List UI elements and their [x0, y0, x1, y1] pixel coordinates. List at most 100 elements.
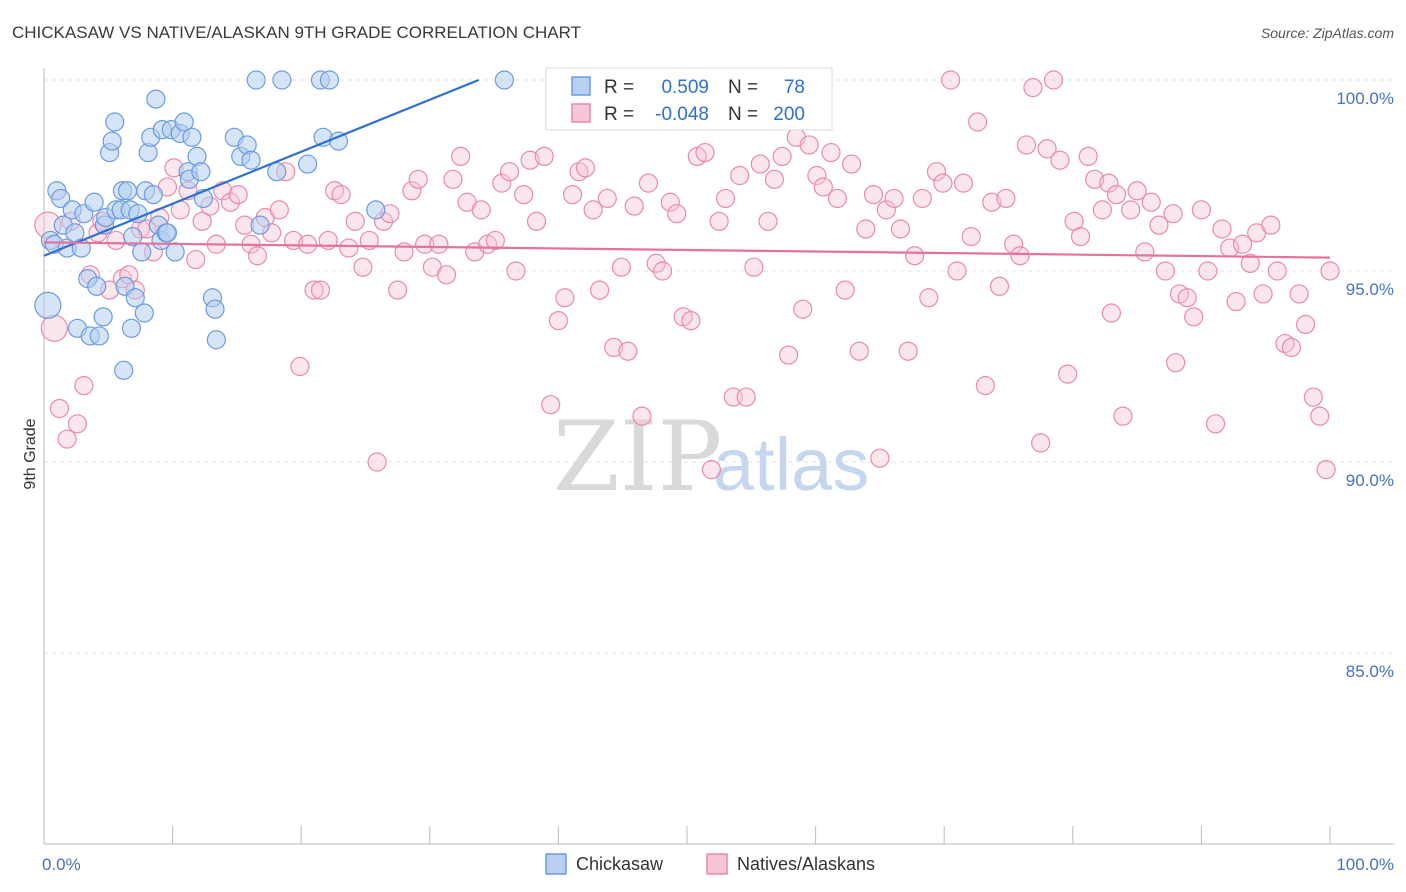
- natives-point: [890, 219, 911, 239]
- natives-point: [67, 414, 88, 434]
- chickasaw-point: [143, 185, 163, 205]
- natives-point: [1240, 253, 1260, 273]
- natives-point: [408, 169, 428, 189]
- natives-point: [310, 280, 331, 300]
- natives-point: [799, 135, 819, 155]
- chickasaw-point: [117, 181, 138, 201]
- natives-point: [1099, 173, 1119, 193]
- chickasaw-point: [87, 276, 107, 296]
- chickasaw-point: [34, 291, 62, 319]
- chickasaw-point: [89, 326, 109, 346]
- natives-point: [74, 376, 94, 396]
- natives-point: [821, 142, 841, 163]
- natives-point: [1092, 200, 1112, 220]
- natives-point: [436, 265, 457, 285]
- chickasaw-point: [272, 70, 292, 90]
- natives-point: [415, 234, 435, 254]
- chickasaw-point: [157, 223, 178, 243]
- natives-point: [1141, 192, 1161, 212]
- natives-point: [933, 173, 953, 193]
- natives-point: [1198, 261, 1218, 281]
- natives-point: [772, 146, 792, 166]
- natives-point: [304, 280, 324, 300]
- natives-point: [451, 146, 471, 166]
- natives-point: [359, 230, 379, 251]
- y-axis-label: 9th Grade: [22, 418, 39, 489]
- natives-point: [1177, 288, 1197, 308]
- natives-point: [534, 146, 554, 166]
- chickasaw-point: [132, 242, 152, 262]
- legend-r-value-chickasaw: 0.509: [661, 77, 709, 98]
- natives-point: [339, 238, 359, 258]
- natives-point: [186, 249, 206, 270]
- natives-point: [827, 188, 848, 209]
- trend-lines: [43, 78, 1331, 259]
- natives-point: [1316, 460, 1336, 480]
- natives-point: [1295, 314, 1316, 335]
- natives-point: [526, 211, 547, 231]
- trend-line-natives: [43, 241, 1331, 259]
- natives-point: [701, 460, 722, 480]
- chickasaw-point: [121, 318, 142, 338]
- natives-point: [926, 162, 947, 182]
- chickasaw-point: [105, 112, 125, 132]
- natives-point: [1267, 261, 1287, 281]
- natives-point: [1149, 215, 1169, 235]
- natives-point: [947, 261, 967, 281]
- natives-point: [106, 230, 126, 251]
- chickasaw-point: [250, 215, 270, 235]
- natives-point: [331, 185, 351, 205]
- natives-point: [632, 406, 652, 426]
- natives-point: [492, 173, 512, 193]
- chickasaw-point: [51, 188, 71, 209]
- natives-point: [715, 188, 736, 209]
- natives-point: [744, 257, 764, 277]
- natives-point: [618, 341, 638, 361]
- y-tick-label: 90.0%: [1346, 471, 1394, 490]
- natives-point: [192, 211, 212, 231]
- natives-point: [919, 288, 939, 308]
- natives-point: [220, 192, 241, 212]
- chickasaw-point: [93, 307, 113, 327]
- natives-point: [1184, 307, 1204, 327]
- chickasaw-point: [84, 192, 104, 212]
- natives-point: [638, 173, 659, 193]
- natives-point: [646, 253, 666, 273]
- natives-point: [1121, 200, 1141, 220]
- natives-point: [1281, 337, 1302, 357]
- watermark-zip: ZIP: [553, 401, 722, 513]
- natives-point: [1127, 181, 1147, 201]
- natives-point: [1261, 215, 1281, 235]
- natives-point: [1106, 185, 1127, 205]
- natives-point: [982, 192, 1002, 212]
- natives-point: [961, 227, 981, 247]
- natives-point: [429, 234, 449, 254]
- natives-point: [813, 177, 833, 197]
- natives-point: [575, 158, 596, 178]
- natives-point: [624, 196, 644, 216]
- natives-point: [1232, 234, 1253, 254]
- natives-point: [247, 246, 268, 266]
- natives-point: [367, 452, 387, 472]
- natives-point: [49, 398, 70, 419]
- natives-point: [1320, 261, 1340, 281]
- natives-point: [589, 280, 610, 300]
- chickasaw-point: [146, 89, 166, 109]
- natives-point: [842, 154, 862, 174]
- chickasaw-point: [102, 131, 122, 151]
- natives-point: [1010, 246, 1030, 266]
- natives-point: [912, 188, 932, 209]
- chickasaw-point: [134, 303, 154, 323]
- chickasaw-point: [191, 162, 211, 182]
- x-tick-label-min: 0.0%: [42, 855, 81, 874]
- natives-point: [750, 154, 770, 174]
- chickasaw-point: [123, 227, 143, 247]
- natives-point: [388, 280, 408, 300]
- natives-point: [506, 261, 526, 281]
- natives-point: [807, 165, 827, 186]
- natives-point: [681, 311, 701, 331]
- series-legend-label-chickasaw: Chickasaw: [576, 854, 664, 874]
- natives-point: [562, 185, 583, 205]
- natives-point: [1166, 353, 1186, 373]
- natives-point: [884, 188, 904, 209]
